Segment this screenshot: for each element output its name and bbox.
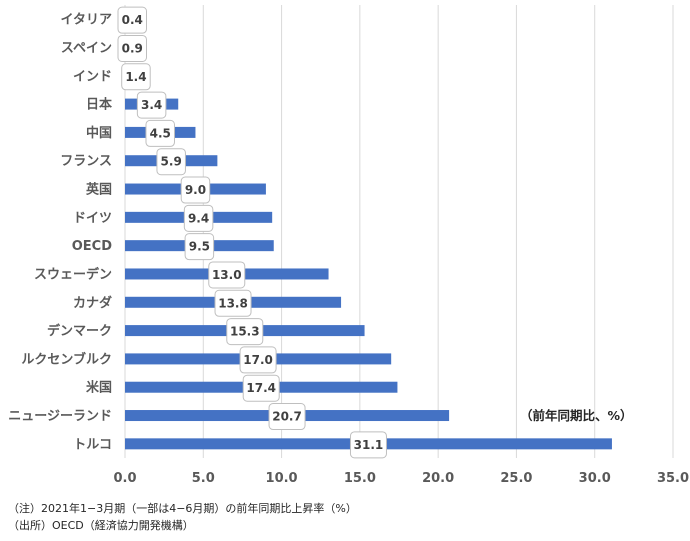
x-tick-label: 35.0 <box>657 471 689 486</box>
category-label: 日本 <box>86 97 112 113</box>
unit-label: （前年同期比、%） <box>520 408 633 423</box>
category-label: インド <box>73 69 112 84</box>
category-label: スペイン <box>61 41 112 56</box>
x-tick-label: 5.0 <box>192 471 215 486</box>
category-label: ニュージーランド <box>8 409 112 424</box>
data-label: 17.0 <box>243 353 273 367</box>
x-tick-label: 15.0 <box>344 471 376 486</box>
data-label-box <box>226 318 264 346</box>
data-label: 0.4 <box>122 13 143 27</box>
category-label: OECD <box>72 239 112 254</box>
category-label: フランス <box>60 154 112 169</box>
x-tick-label: 10.0 <box>266 471 298 486</box>
data-label: 20.7 <box>272 410 302 424</box>
x-tick-label: 20.0 <box>422 471 454 486</box>
data-label: 1.4 <box>125 70 146 84</box>
data-label-box <box>121 63 151 91</box>
data-label-box <box>136 91 167 119</box>
data-label: 13.8 <box>218 296 248 310</box>
data-label: 9.4 <box>188 211 209 225</box>
data-label: 3.4 <box>141 98 162 112</box>
category-label: 米国 <box>86 380 112 396</box>
source-text: （出所）OECD（経済協力開発機構） <box>8 519 194 532</box>
category-label: 英国 <box>85 182 112 198</box>
data-label: 4.5 <box>150 126 171 140</box>
data-label-box <box>180 176 211 204</box>
x-tick-label: 25.0 <box>500 471 532 486</box>
category-label: カナダ <box>73 295 112 311</box>
data-label-box <box>242 374 280 402</box>
category-label: スウェーデン <box>34 266 112 282</box>
x-tick-label: 30.0 <box>579 471 611 486</box>
category-label: 中国 <box>86 125 112 141</box>
note-text: （注）2021年1−3月期（一部は4−6月期）の前年同期比上昇率（%） <box>8 502 357 515</box>
category-label: トルコ <box>73 437 112 452</box>
data-label-box <box>183 204 214 232</box>
category-label: デンマーク <box>47 323 112 339</box>
data-label-box <box>208 261 246 289</box>
category-label: ルクセンブルク <box>21 351 112 367</box>
data-label: 13.0 <box>212 268 242 282</box>
data-label-box <box>184 233 215 261</box>
gridlines <box>124 5 674 458</box>
category-label: イタリア <box>61 13 112 28</box>
data-label: 9.0 <box>185 183 206 197</box>
data-label-box <box>214 289 252 317</box>
data-label: 5.9 <box>161 155 182 169</box>
data-label: 15.3 <box>230 325 260 339</box>
data-label: 31.1 <box>354 438 384 452</box>
category-label: ドイツ <box>73 211 112 226</box>
data-label-box <box>156 148 186 176</box>
data-label-box <box>268 403 306 431</box>
data-label-box <box>117 6 147 34</box>
data-labels: 0.4 0.9 1.4 3.4 4.5 5.99.0 9.4 9.513.0 13.8 15.3 1… <box>117 6 387 459</box>
data-label: 9.5 <box>189 240 210 254</box>
x-tick-label: 0.0 <box>113 471 136 486</box>
data-label-box <box>117 34 147 62</box>
data-label-box <box>145 119 175 147</box>
x-axis-ticks: 0.0 5.0 10.0 15.0 20.0 25.0 30.0 35.0 <box>113 471 689 486</box>
data-label: 17.4 <box>246 381 276 395</box>
data-label-box <box>349 431 387 459</box>
data-label-box <box>239 346 277 374</box>
data-label: 0.9 <box>122 41 143 55</box>
